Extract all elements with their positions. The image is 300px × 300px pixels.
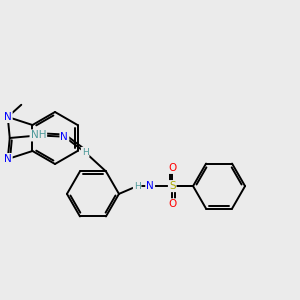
Text: S: S xyxy=(169,181,175,191)
Text: NH: NH xyxy=(31,130,46,140)
Text: O: O xyxy=(168,199,176,209)
Text: H: H xyxy=(82,148,88,157)
Text: N: N xyxy=(4,112,12,122)
Text: N: N xyxy=(146,181,154,191)
Text: H: H xyxy=(134,182,140,190)
Text: N: N xyxy=(61,132,68,142)
Text: O: O xyxy=(168,163,176,173)
Text: N: N xyxy=(4,154,12,164)
